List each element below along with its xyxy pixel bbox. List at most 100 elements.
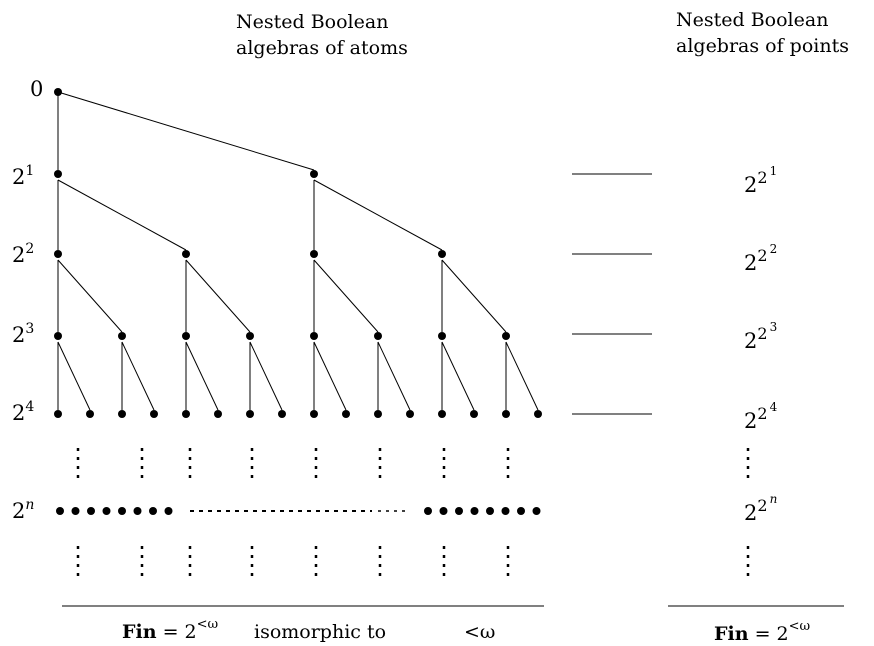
- node-level-2-2: [310, 250, 318, 258]
- continuation-dots: [76, 448, 750, 580]
- point-label-3-base: 2: [744, 329, 757, 353]
- point-label-1-supbase: 2: [757, 168, 767, 187]
- node-level-4-2: [118, 410, 126, 418]
- node-level-n-left-2: [87, 507, 95, 515]
- level-label-n-exp: n: [25, 497, 34, 513]
- node-level-4-0: [54, 410, 62, 418]
- node-level-2-3: [438, 250, 446, 258]
- node-level-n-right-3: [470, 507, 479, 515]
- point-label-3-supbase: 2: [757, 324, 767, 343]
- node-level-1-1: [310, 170, 318, 178]
- node-level-4-12: [438, 410, 446, 418]
- tree-nodes: [54, 88, 542, 418]
- point-label-n-supbase: 2: [757, 496, 767, 515]
- level-label-2-exp: 2: [25, 241, 34, 257]
- node-level-4-9: [342, 410, 350, 418]
- node-level-n-left-3: [102, 507, 111, 515]
- node-level-n-right-0: [424, 507, 432, 515]
- node-level-2-1: [182, 250, 190, 258]
- point-label-n: 22 n: [744, 492, 777, 525]
- tree-edge: [249, 341, 283, 411]
- node-level-n-right-2: [455, 507, 463, 515]
- node-level-3-6: [438, 332, 446, 340]
- point-label-4-supbase: 2: [757, 404, 767, 423]
- footer-right-fin: Fin: [714, 623, 749, 645]
- point-label-2: 22 2: [744, 242, 777, 275]
- level-label-0: 0: [30, 77, 43, 101]
- level-label-3-exp: 3: [25, 321, 34, 337]
- node-level-4-11: [406, 410, 414, 418]
- tree-edge: [57, 179, 187, 251]
- node-level-4-5: [214, 410, 222, 418]
- footer-left-formula: Fin = 2<ω: [122, 617, 218, 643]
- node-level-n-left-6: [149, 507, 157, 515]
- tree-edge: [57, 341, 91, 411]
- level-n-row: [56, 507, 541, 515]
- node-level-3-1: [118, 332, 126, 340]
- node-level-n-left-5: [133, 507, 142, 515]
- tree-edge: [313, 179, 443, 251]
- node-level-n-left-4: [118, 507, 126, 515]
- level-label-3-base: 2: [12, 323, 25, 347]
- footer-left-middle: isomorphic to: [254, 621, 386, 643]
- point-label-3-supexp: 3: [770, 320, 778, 334]
- tree-edge: [313, 259, 379, 333]
- node-level-4-3: [150, 410, 158, 418]
- tree-edge: [377, 341, 411, 411]
- level-label-4-base: 2: [12, 401, 25, 425]
- node-level-2-0: [54, 250, 62, 258]
- tree-edges: [57, 91, 539, 411]
- node-level-n-right-5: [501, 507, 510, 515]
- point-label-2-supbase: 2: [757, 246, 767, 265]
- point-label-4-base: 2: [744, 409, 757, 433]
- header-atoms: Nested Boolean: [236, 11, 388, 33]
- node-level-n-right-6: [517, 507, 525, 515]
- header-atoms-line1: Nested Boolean: [236, 11, 388, 33]
- point-label-4-supexp: 4: [770, 400, 778, 414]
- node-level-n-right-7: [532, 507, 541, 515]
- point-label-1: 22 1: [744, 164, 777, 197]
- node-level-4-4: [182, 410, 190, 418]
- node-level-3-7: [502, 332, 510, 340]
- node-level-4-13: [470, 410, 478, 418]
- point-label-1-base: 2: [744, 173, 757, 197]
- header-points-2: algebras of points: [676, 35, 849, 57]
- point-label-n-base: 2: [744, 501, 757, 525]
- node-level-4-14: [502, 410, 510, 418]
- node-level-1-0: [54, 170, 62, 178]
- header-points-line2: algebras of points: [676, 35, 849, 57]
- level-label-n: 2n: [12, 497, 34, 523]
- node-level-3-2: [182, 332, 190, 340]
- level-label-1-base: 2: [12, 165, 25, 189]
- node-level-4-15: [534, 410, 542, 418]
- node-level-4-7: [278, 410, 286, 418]
- tree-edge: [185, 259, 251, 333]
- tree-edge: [441, 341, 475, 411]
- level-label-3: 23: [12, 321, 34, 347]
- level-label-1: 21: [12, 163, 34, 189]
- tree-edge: [505, 341, 539, 411]
- node-level-4-8: [310, 410, 318, 418]
- level-label-2: 22: [12, 241, 34, 267]
- footer-right-formula: Fin = 2<ω: [714, 619, 810, 645]
- tree-edge: [57, 91, 315, 171]
- header-points-line1: Nested Boolean: [676, 9, 828, 31]
- header-atoms-2: algebras of atoms: [236, 37, 408, 59]
- point-label-4: 22 4: [744, 400, 778, 433]
- level-label-n-base: 2: [12, 499, 25, 523]
- level-label-4: 24: [12, 399, 34, 425]
- header-atoms-line2: algebras of atoms: [236, 37, 408, 59]
- node-level-n-left-1: [71, 507, 80, 515]
- level-label-2-base: 2: [12, 243, 25, 267]
- node-level-3-3: [246, 332, 254, 340]
- level-label-1-exp: 1: [25, 163, 34, 179]
- point-label-3: 22 3: [744, 320, 777, 353]
- node-level-n-left-0: [56, 507, 64, 515]
- tree-edge: [313, 341, 347, 411]
- tree-edge: [121, 341, 155, 411]
- node-level-3-4: [310, 332, 318, 340]
- level-label-4-exp: 4: [25, 399, 34, 415]
- node-level-3-5: [374, 332, 382, 340]
- tree-edge: [185, 341, 219, 411]
